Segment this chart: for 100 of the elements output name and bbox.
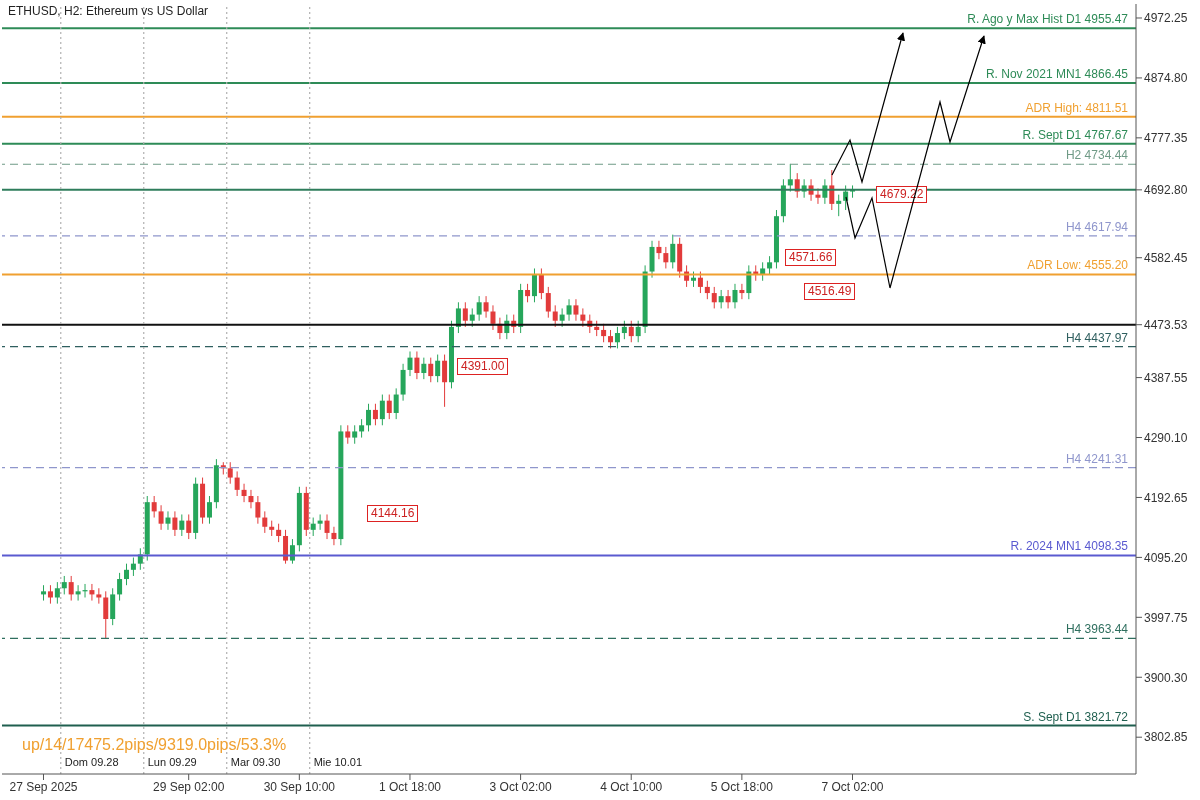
candlestick [407,350,413,377]
y-tick-label: 4387.55 [1144,370,1188,385]
candlestick [462,301,468,328]
candlestick [559,307,565,328]
candlestick [732,283,738,309]
ref-line-label: R. Ago y Max Hist D1 4955.47 [967,12,1129,27]
x-tick-label: 27 Sep 2025 [9,779,78,794]
x-tick-label: 30 Sep 10:00 [263,779,336,794]
y-tick-label: 3900.30 [1144,670,1188,685]
candlestick [206,495,212,525]
candlestick [614,326,620,349]
candlestick [317,513,323,531]
candlestick [352,424,358,445]
y-tick-label: 4972.25 [1144,11,1188,26]
y-tick-label: 4874.80 [1144,71,1188,86]
ref-line-label: Mar 09.30 [230,756,281,768]
annotation: 4571.66 [785,249,837,266]
ref-line-label: Mie 10.01 [313,756,363,768]
x-tick-label: 4 Oct 10:00 [600,779,663,794]
candlestick [117,572,123,602]
candlestick [310,517,316,537]
candlestick [151,495,157,519]
candlestick [68,575,74,602]
ref-line-label: Lun 09.29 [147,756,197,768]
x-tick-label: 3 Oct 02:00 [489,779,552,794]
candlestick [289,538,295,565]
y-tick-label: 4777.35 [1144,131,1188,146]
candlestick [836,194,842,217]
y-tick-label: 4473.53 [1144,317,1188,332]
candlestick [718,289,724,309]
y-tick-label: 4095.20 [1144,550,1188,565]
ref-line-label: Dom 09.28 [64,756,119,768]
candlestick [739,283,745,300]
candlestick [331,526,337,546]
candlestick [725,289,731,309]
candlestick [234,470,240,497]
candlestick [428,357,434,383]
candlestick [469,307,475,328]
candlestick [359,418,365,439]
candlestick [580,307,586,328]
candlestick [442,354,448,408]
candlestick [552,304,558,328]
ref-line-label: S. Sept D1 3821.72 [1023,709,1129,724]
y-tick-label: 4192.65 [1144,490,1188,505]
candlestick [525,283,531,303]
candlestick [262,510,268,534]
ref-line-label: H4 3963.44 [1065,622,1129,637]
candlestick [421,357,427,380]
candlestick [276,523,282,543]
candlestick [414,350,420,380]
y-tick-label: 4290.10 [1144,430,1188,445]
candlestick [324,513,330,540]
candlestick [130,557,136,577]
candlestick [255,495,261,525]
candlestick [227,461,233,485]
candlestick [697,271,703,294]
candlestick [531,267,537,303]
candlestick [829,169,835,211]
candlestick [476,295,482,322]
ref-line-label: R. Nov 2021 MN1 4866.45 [985,67,1129,82]
candlestick [435,354,441,383]
candlestick [663,246,669,269]
candlestick [379,394,385,426]
candlestick [767,255,773,276]
candlestick [545,286,551,319]
annotation: 4516.49 [804,283,856,300]
candlestick [490,304,496,331]
candlestick [179,513,185,537]
candlestick [538,267,544,300]
ref-line-label: ADR Low: 4555.20 [1027,258,1129,273]
candlestick [393,387,399,420]
candlestick [75,584,81,602]
candlestick [54,581,60,605]
candlestick [366,403,372,432]
x-tick-label: 7 Oct 02:00 [821,779,884,794]
candlestick [124,563,130,586]
candlestick [628,320,634,343]
annotation: up/14/17475.2pips/9319.0pips/53.3% [22,736,287,754]
ref-line-label: ADR High: 4811.51 [1025,100,1129,115]
candlestick [165,510,171,531]
candlestick [103,590,109,640]
candlestick [573,298,579,322]
ref-line-label: H4 4617.94 [1065,219,1129,234]
candlestick [61,575,67,595]
annotation: 4391.00 [457,358,509,375]
candlestick [608,329,614,349]
candlestick [670,234,676,269]
ref-line-label: H2 4734.44 [1065,148,1129,163]
candlestick [248,489,254,509]
ref-line-label: R. Sept D1 4767.67 [1022,127,1129,142]
x-tick-label: 29 Sep 02:00 [152,779,225,794]
candlestick [815,188,821,205]
ref-line-label: H4 4241.31 [1065,451,1129,466]
candlestick [656,240,662,260]
chart-title: ETHUSD, H2: Ethereum vs US Dollar [8,4,209,18]
annotation: 4144.16 [367,505,419,522]
candlestick [566,298,572,322]
candlestick [635,320,641,343]
candlestick [704,280,710,300]
candlestick [386,394,392,420]
